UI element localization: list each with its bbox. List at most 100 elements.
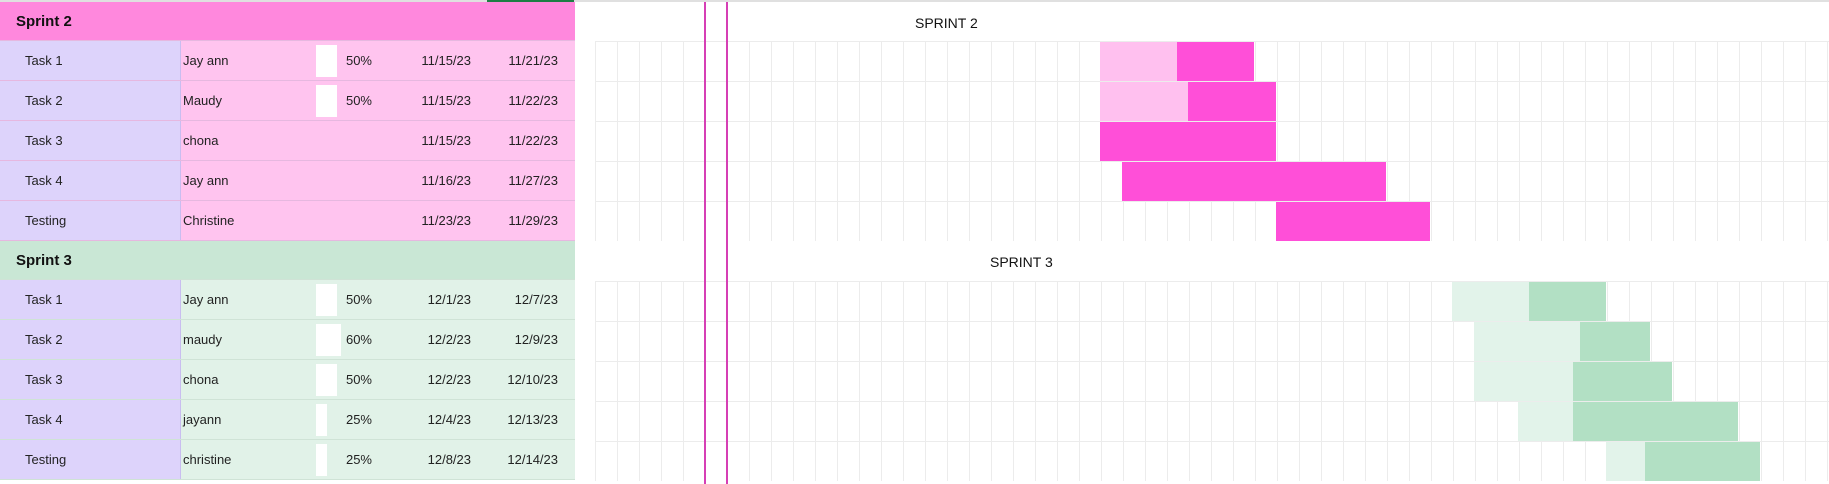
start-date-cell[interactable]: 12/4/23 — [378, 400, 488, 439]
gantt-bar-remaining[interactable] — [1177, 42, 1254, 81]
end-date-cell[interactable]: 12/7/23 — [488, 280, 575, 319]
owner-cell[interactable]: Maudy — [181, 81, 316, 120]
start-date: 12/2/23 — [427, 372, 471, 387]
task-cell[interactable]: Task 1 — [0, 280, 181, 319]
start-date-cell[interactable]: 11/16/23 — [378, 161, 488, 200]
progress-cell[interactable]: 25% — [316, 440, 378, 479]
owner-cell[interactable]: chona — [181, 360, 316, 399]
task-cell[interactable]: Task 4 — [0, 161, 181, 200]
gantt-bar-completed[interactable] — [1518, 402, 1573, 441]
end-date-cell[interactable]: 11/21/23 — [488, 41, 575, 80]
start-date-cell[interactable]: 12/2/23 — [378, 360, 488, 399]
progress-value: 25% — [345, 412, 372, 427]
table-row[interactable]: Testing Christine 11/23/23 11/29/23 — [0, 201, 575, 241]
task-name: Task 2 — [25, 93, 63, 108]
table-row[interactable]: Task 4 Jay ann 11/16/23 11/27/23 — [0, 161, 575, 201]
progress-cell[interactable]: 50% — [316, 280, 378, 319]
end-date-cell[interactable]: 12/14/23 — [488, 440, 575, 479]
sprint-2-header[interactable]: Sprint 2 — [0, 2, 575, 41]
task-cell[interactable]: Task 2 — [0, 81, 181, 120]
start-date-cell[interactable]: 12/1/23 — [378, 280, 488, 319]
table-row[interactable]: Task 1 Jay ann 50% 12/1/23 12/7/23 — [0, 280, 575, 320]
gantt-bar-completed[interactable] — [1100, 42, 1177, 81]
gantt-bar-remaining[interactable] — [1276, 202, 1430, 241]
start-date-cell[interactable]: 11/23/23 — [378, 201, 488, 240]
table-row[interactable]: Task 3 chona 50% 12/2/23 12/10/23 — [0, 360, 575, 400]
start-date: 11/16/23 — [421, 173, 471, 188]
end-date: 12/10/23 — [507, 372, 558, 387]
start-date-cell[interactable]: 12/8/23 — [378, 440, 488, 479]
progress-bar — [316, 324, 341, 356]
table-row[interactable]: Testing christine 25% 12/8/23 12/14/23 — [0, 440, 575, 480]
owner-cell[interactable]: Jay ann — [181, 161, 316, 200]
progress-cell[interactable]: 50% — [316, 360, 378, 399]
gantt-bar-completed[interactable] — [1606, 442, 1645, 481]
table-row[interactable]: Task 4 jayann 25% 12/4/23 12/13/23 — [0, 400, 575, 440]
gantt-bar-remaining[interactable] — [1645, 442, 1760, 481]
start-date: 11/23/23 — [421, 213, 471, 228]
gantt-bar-remaining[interactable] — [1573, 362, 1672, 401]
start-date: 12/8/23 — [427, 452, 471, 467]
owner-cell[interactable]: Christine — [181, 201, 316, 240]
progress-cell[interactable]: 60% — [316, 320, 378, 359]
end-date-cell[interactable]: 11/27/23 — [488, 161, 575, 200]
owner-name: Christine — [183, 213, 235, 228]
end-date-cell[interactable]: 11/29/23 — [488, 201, 575, 240]
start-date-cell[interactable]: 11/15/23 — [378, 121, 488, 160]
progress-cell[interactable]: 50% — [316, 41, 378, 80]
sprint-3-header[interactable]: Sprint 3 — [0, 241, 575, 280]
gantt-bar-remaining[interactable] — [1122, 162, 1386, 201]
owner-cell[interactable]: Jay ann — [181, 280, 316, 319]
task-cell[interactable]: Testing — [0, 440, 181, 479]
start-date-cell[interactable]: 12/2/23 — [378, 320, 488, 359]
start-date-cell[interactable]: 11/15/23 — [378, 41, 488, 80]
progress-cell[interactable] — [316, 201, 378, 240]
progress-cell[interactable]: 25% — [316, 400, 378, 439]
table-row[interactable]: Task 3 chona 11/15/23 11/22/23 — [0, 121, 575, 161]
progress-bar — [316, 404, 327, 436]
gantt-bar-completed[interactable] — [1452, 282, 1529, 321]
end-date-cell[interactable]: 12/13/23 — [488, 400, 575, 439]
progress-cell[interactable] — [316, 161, 378, 200]
table-row[interactable]: Task 2 maudy 60% 12/2/23 12/9/23 — [0, 320, 575, 360]
end-date-cell[interactable]: 11/22/23 — [488, 81, 575, 120]
gantt-bar-completed[interactable] — [1474, 322, 1580, 361]
task-cell[interactable]: Task 4 — [0, 400, 181, 439]
gantt-bar-remaining[interactable] — [1188, 82, 1276, 121]
start-date: 12/1/23 — [427, 292, 471, 307]
end-date-cell[interactable]: 11/22/23 — [488, 121, 575, 160]
task-cell[interactable]: Task 3 — [0, 360, 181, 399]
owner-cell[interactable]: maudy — [181, 320, 316, 359]
task-name: Task 1 — [25, 53, 63, 68]
gantt-bar-remaining[interactable] — [1529, 282, 1606, 321]
progress-cell[interactable]: 50% — [316, 81, 378, 120]
gantt-title-sprint-3: SPRINT 3 — [990, 254, 1053, 270]
end-date: 11/22/23 — [508, 133, 558, 148]
end-date: 11/22/23 — [508, 93, 558, 108]
task-cell[interactable]: Task 3 — [0, 121, 181, 160]
task-cell[interactable]: Testing — [0, 201, 181, 240]
owner-cell[interactable]: Jay ann — [181, 41, 316, 80]
task-cell[interactable]: Task 2 — [0, 320, 181, 359]
owner-cell[interactable]: christine — [181, 440, 316, 479]
start-date-cell[interactable]: 11/15/23 — [378, 81, 488, 120]
progress-value: 50% — [345, 53, 372, 68]
gantt-bar-remaining[interactable] — [1100, 122, 1276, 161]
progress-cell[interactable] — [316, 121, 378, 160]
gantt-bar-completed[interactable] — [1100, 82, 1188, 121]
gantt-bar-completed[interactable] — [1474, 362, 1573, 401]
task-table: Sprint 2 Task 1 Jay ann 50% 11/15/23 11/21/2… — [0, 2, 575, 480]
end-date-cell[interactable]: 12/9/23 — [488, 320, 575, 359]
table-row[interactable]: Task 1 Jay ann 50% 11/15/23 11/21/23 — [0, 41, 575, 81]
progress-value: 50% — [345, 93, 372, 108]
owner-cell[interactable]: jayann — [181, 400, 316, 439]
progress-value: 50% — [345, 292, 372, 307]
progress-value: 50% — [345, 372, 372, 387]
end-date-cell[interactable]: 12/10/23 — [488, 360, 575, 399]
task-cell[interactable]: Task 1 — [0, 41, 181, 80]
task-name: Task 1 — [25, 292, 63, 307]
table-row[interactable]: Task 2 Maudy 50% 11/15/23 11/22/23 — [0, 81, 575, 121]
owner-cell[interactable]: chona — [181, 121, 316, 160]
gantt-bar-remaining[interactable] — [1580, 322, 1650, 361]
gantt-bar-remaining[interactable] — [1573, 402, 1738, 441]
